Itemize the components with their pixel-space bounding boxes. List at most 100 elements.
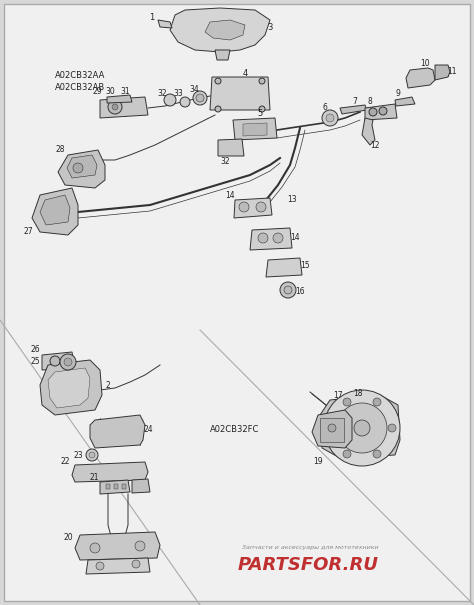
Circle shape: [354, 420, 370, 436]
Polygon shape: [210, 77, 270, 110]
Circle shape: [60, 354, 76, 370]
Circle shape: [239, 202, 249, 212]
Circle shape: [196, 94, 204, 102]
Text: 21: 21: [89, 473, 99, 482]
Text: 20: 20: [63, 534, 73, 543]
Polygon shape: [365, 104, 397, 120]
Text: 10: 10: [420, 59, 430, 68]
Polygon shape: [132, 479, 150, 493]
Circle shape: [135, 541, 145, 551]
Circle shape: [280, 282, 296, 298]
Text: 30: 30: [105, 88, 115, 97]
Circle shape: [64, 358, 72, 366]
Circle shape: [112, 104, 118, 110]
Text: 26: 26: [30, 345, 40, 355]
Text: 8: 8: [368, 97, 373, 105]
Circle shape: [343, 398, 351, 406]
Text: 32: 32: [220, 157, 230, 166]
Text: 33: 33: [173, 88, 183, 97]
Polygon shape: [86, 558, 150, 574]
Circle shape: [343, 450, 351, 458]
Circle shape: [86, 449, 98, 461]
Circle shape: [215, 78, 221, 84]
Polygon shape: [362, 118, 375, 145]
Polygon shape: [72, 462, 148, 482]
Text: 3: 3: [267, 24, 273, 33]
Circle shape: [73, 163, 83, 173]
Polygon shape: [170, 8, 270, 52]
Polygon shape: [42, 352, 75, 370]
Polygon shape: [58, 150, 105, 188]
Polygon shape: [75, 532, 160, 560]
Polygon shape: [312, 410, 352, 448]
Bar: [106, 484, 110, 489]
Text: 18: 18: [353, 388, 363, 397]
Circle shape: [259, 106, 265, 112]
Circle shape: [89, 452, 95, 458]
Text: 25: 25: [30, 358, 40, 367]
Circle shape: [258, 233, 268, 243]
Circle shape: [379, 107, 387, 115]
Bar: [320, 418, 344, 442]
Polygon shape: [320, 395, 400, 458]
Circle shape: [324, 390, 400, 466]
Circle shape: [388, 424, 396, 432]
Polygon shape: [243, 123, 267, 136]
Polygon shape: [205, 20, 245, 40]
Text: 1: 1: [149, 13, 155, 22]
Bar: [114, 484, 118, 489]
Text: 32: 32: [157, 88, 167, 97]
Polygon shape: [266, 258, 302, 277]
Circle shape: [259, 78, 265, 84]
Text: 23: 23: [73, 451, 83, 460]
Polygon shape: [395, 97, 415, 106]
Text: 13: 13: [287, 195, 297, 204]
Text: 24: 24: [143, 425, 153, 434]
Text: 14: 14: [225, 192, 235, 200]
Text: 12: 12: [370, 140, 380, 149]
Circle shape: [373, 450, 381, 458]
Text: 15: 15: [300, 261, 310, 269]
Circle shape: [256, 202, 266, 212]
Text: 34: 34: [189, 85, 199, 94]
Polygon shape: [48, 368, 90, 408]
Text: 19: 19: [313, 457, 323, 466]
Text: 31: 31: [120, 88, 130, 97]
Text: 17: 17: [333, 390, 343, 399]
Circle shape: [328, 424, 336, 432]
Circle shape: [108, 100, 122, 114]
Text: 4: 4: [242, 68, 247, 77]
Circle shape: [96, 562, 104, 570]
Circle shape: [326, 114, 334, 122]
Polygon shape: [218, 139, 244, 156]
Bar: [122, 484, 126, 489]
Circle shape: [284, 286, 292, 294]
Circle shape: [273, 233, 283, 243]
Text: A02CB32AB: A02CB32AB: [55, 82, 105, 91]
Text: 27: 27: [23, 227, 33, 237]
Polygon shape: [158, 20, 172, 28]
Text: 22: 22: [60, 457, 70, 466]
Circle shape: [215, 106, 221, 112]
Text: 7: 7: [353, 97, 357, 105]
Circle shape: [369, 108, 377, 116]
Polygon shape: [100, 97, 148, 118]
Text: 6: 6: [323, 103, 328, 113]
Polygon shape: [40, 360, 102, 415]
Polygon shape: [406, 68, 435, 88]
Polygon shape: [40, 195, 70, 225]
Circle shape: [322, 110, 338, 126]
Circle shape: [50, 356, 60, 366]
Text: 2: 2: [106, 381, 110, 390]
Text: 14: 14: [290, 234, 300, 243]
Text: 29: 29: [92, 88, 102, 97]
Polygon shape: [435, 65, 450, 80]
Circle shape: [90, 543, 100, 553]
Polygon shape: [107, 95, 132, 103]
Text: 9: 9: [396, 88, 401, 97]
Polygon shape: [233, 118, 277, 140]
Circle shape: [164, 94, 176, 106]
Circle shape: [193, 91, 207, 105]
Polygon shape: [250, 228, 292, 250]
Text: 28: 28: [55, 145, 65, 154]
